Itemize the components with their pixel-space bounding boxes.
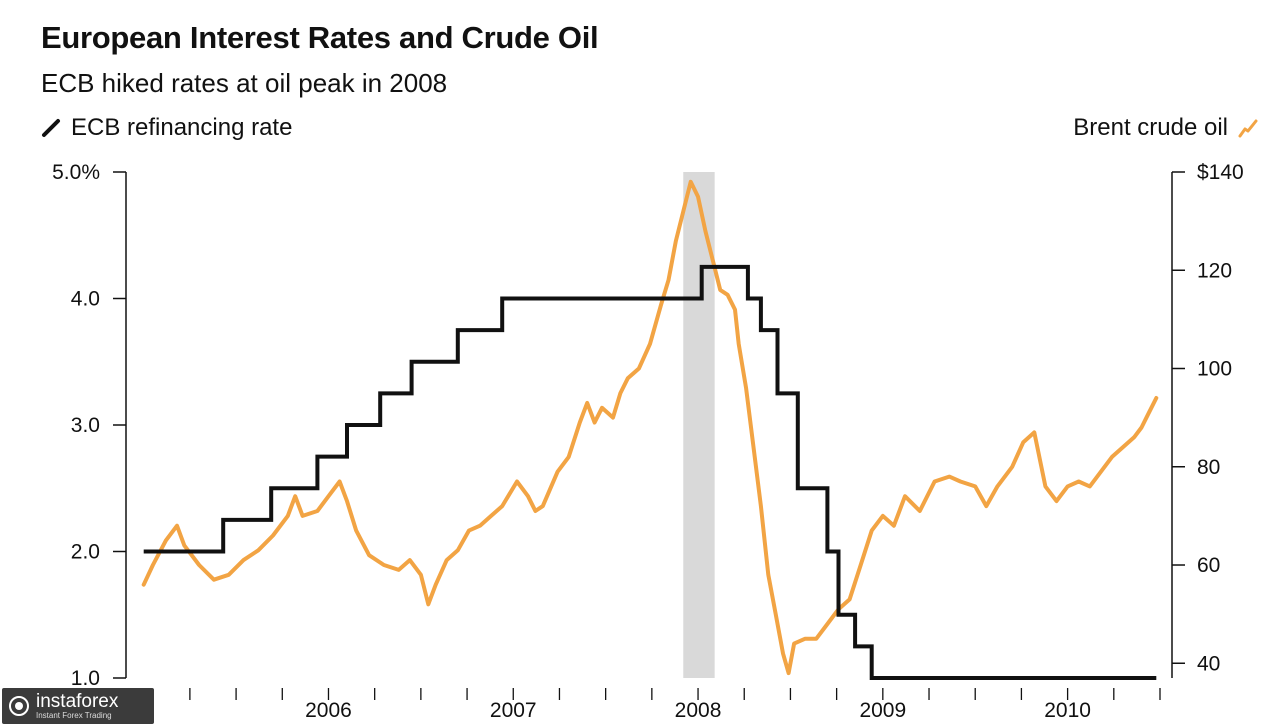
right-axis-tick-label: 100 bbox=[1197, 358, 1232, 381]
chart-title: European Interest Rates and Crude Oil bbox=[41, 20, 599, 55]
x-axis-year-label: 2007 bbox=[490, 699, 537, 722]
right-axis-tick-label: $140 bbox=[1197, 161, 1244, 184]
left-axis-tick-label: 1.0 bbox=[71, 667, 100, 690]
right-axis-tick-label: 80 bbox=[1197, 456, 1220, 479]
brent-crude-oil-line bbox=[141, 179, 1159, 676]
brent-legend-icon bbox=[1238, 119, 1258, 138]
ecb-legend-icon bbox=[42, 119, 60, 137]
right-axis-tick-label: 40 bbox=[1197, 652, 1220, 675]
legend-ecb: ECB refinancing rate bbox=[41, 114, 292, 142]
watermark-brand: instaforex bbox=[36, 690, 119, 712]
right-axis-tick-label: 120 bbox=[1197, 259, 1232, 282]
left-axis-tick-label: 4.0 bbox=[71, 288, 100, 311]
left-axis-tick-label: 5.0% bbox=[52, 161, 100, 184]
ecb-refinancing-rate-line bbox=[143, 264, 1157, 680]
legend-brent: Brent crude oil bbox=[1073, 114, 1258, 142]
legend-brent-label: Brent crude oil bbox=[1073, 114, 1228, 141]
chart-subtitle: ECB hiked rates at oil peak in 2008 bbox=[41, 68, 448, 98]
x-axis-year-label: 2008 bbox=[675, 699, 722, 722]
left-axis-tick-label: 3.0 bbox=[71, 414, 100, 437]
right-axis-tick-label: 60 bbox=[1197, 554, 1220, 577]
left-axis-tick-label: 2.0 bbox=[71, 541, 100, 564]
instaforex-logo-icon bbox=[9, 696, 29, 716]
x-axis-year-label: 2006 bbox=[305, 699, 352, 722]
watermark-tagline: Instant Forex Trading bbox=[36, 710, 112, 720]
peak-shaded-period bbox=[683, 172, 715, 678]
x-axis-year-label: 2010 bbox=[1044, 699, 1091, 722]
watermark: instaforex Instant Forex Trading bbox=[2, 688, 154, 724]
x-axis-year-label: 2009 bbox=[859, 699, 906, 722]
legend-ecb-label: ECB refinancing rate bbox=[71, 114, 293, 141]
